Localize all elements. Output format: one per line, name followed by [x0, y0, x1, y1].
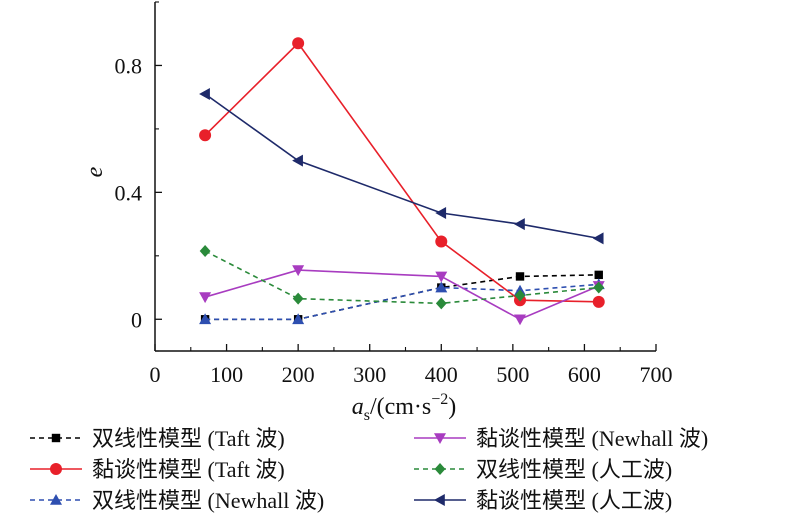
series-6 [199, 88, 604, 245]
data-point [514, 289, 526, 302]
data-point [514, 314, 527, 326]
legend-item-2: 黏谈性模型 (Taft 波) [30, 457, 285, 482]
data-point [292, 154, 303, 167]
series-2 [199, 37, 605, 308]
data-point [199, 245, 211, 258]
legend-label: 黏谈性模型 (Newhall 波) [476, 426, 708, 451]
x-axis-label-var: a [352, 394, 364, 420]
x-tick-label: 0 [150, 362, 161, 387]
x-tick-label: 200 [282, 362, 315, 387]
data-point [434, 463, 446, 475]
axis-ticks: 0 100 200 300 400 500 600 700 0 0.4 0.8 [115, 1, 673, 387]
data-point [292, 313, 305, 325]
series-line [204, 269, 600, 321]
series-line [204, 93, 599, 240]
legend-item-6: 黏谈性模型 (人工波) [414, 488, 672, 513]
legend-item-1: 双线性模型 (Taft 波) [30, 426, 285, 451]
data-point [199, 313, 212, 325]
x-tick-label: 100 [210, 362, 243, 387]
data-point [199, 88, 210, 101]
data-point [199, 292, 212, 304]
data-point [50, 494, 62, 505]
legend-item-3: 双线性模型 (Newhall 波) [30, 488, 324, 513]
x-tick-label: 500 [496, 362, 529, 387]
data-point [292, 265, 305, 277]
series-layer [199, 37, 605, 326]
data-point [593, 281, 605, 294]
x-tick-label: 300 [353, 362, 386, 387]
x-tick-label: 600 [568, 362, 601, 387]
y-tick-label: 0.4 [115, 180, 143, 205]
data-point [435, 271, 448, 283]
data-point [435, 206, 447, 219]
data-point [435, 235, 448, 248]
y-tick-label: 0.8 [115, 53, 143, 78]
legend-item-4: 黏谈性模型 (Newhall 波) [414, 426, 708, 451]
data-point [435, 297, 447, 310]
legend-label: 黏谈性模型 (Taft 波) [92, 457, 285, 482]
series-line [205, 283, 599, 321]
data-point [514, 218, 525, 231]
data-point [292, 292, 304, 305]
data-point [594, 270, 603, 280]
x-axis-label-sup: −2 [431, 391, 448, 408]
data-point [51, 433, 61, 443]
plot-area [154, 2, 656, 352]
data-point [592, 295, 605, 308]
legend-label: 双线性模型 (Taft 波) [92, 426, 285, 451]
data-point [434, 494, 445, 506]
data-point [292, 37, 305, 50]
x-axis-label-close: ) [448, 394, 456, 420]
y-axis-label: e [82, 166, 108, 177]
data-point [515, 272, 525, 281]
data-point [592, 232, 604, 245]
legend-label: 双线性模型 (人工波) [476, 457, 672, 482]
x-tick-label: 700 [640, 362, 673, 387]
legend-label: 双线性模型 (Newhall 波) [92, 488, 324, 513]
x-tick-label: 400 [425, 362, 458, 387]
data-point [199, 129, 212, 142]
x-axis-label-sub: s [364, 407, 370, 424]
data-point [434, 433, 446, 444]
series-4 [199, 265, 605, 326]
x-axis-label: as/(cm·s−2) [352, 391, 457, 424]
legend: 双线性模型 (Taft 波) 黏谈性模型 (Taft 波) 双线性模型 (Newha… [30, 426, 708, 513]
x-axis-label-unit: /(cm·s [370, 394, 431, 420]
series-line [204, 42, 599, 303]
legend-label: 黏谈性模型 (人工波) [476, 488, 672, 513]
data-point [50, 463, 62, 475]
series-line [205, 274, 599, 321]
data-point [435, 281, 448, 293]
y-tick-label: 0 [131, 307, 142, 332]
series-5 [199, 245, 605, 310]
legend-item-5: 双线性模型 (人工波) [414, 457, 672, 482]
